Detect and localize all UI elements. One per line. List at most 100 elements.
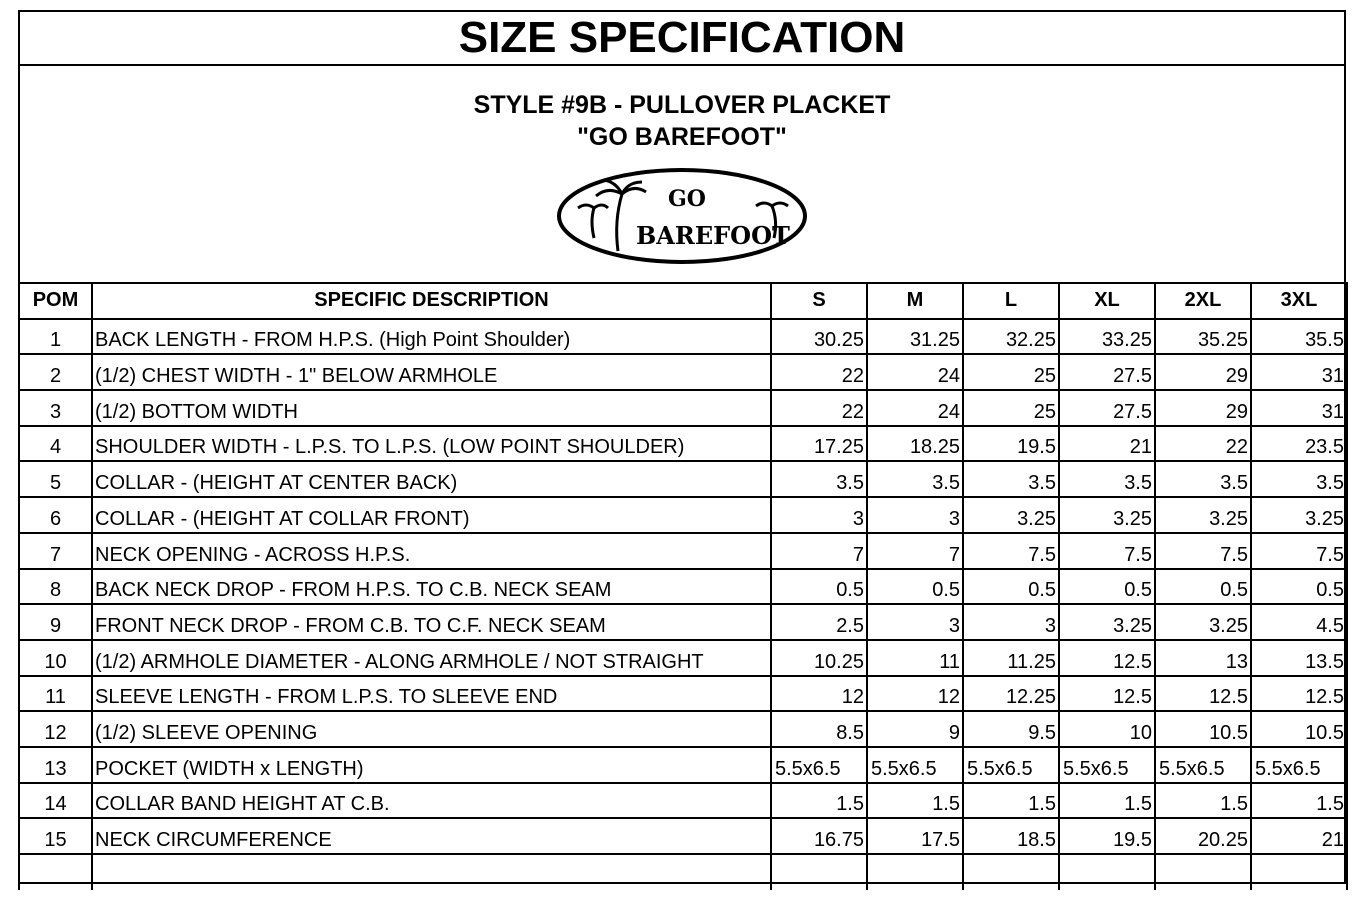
size-value-cell: 7.5 xyxy=(1058,531,1156,570)
pom-cell: 14 xyxy=(18,781,93,820)
pom-cell xyxy=(18,853,93,890)
description-cell: (1/2) SLEEVE OPENING xyxy=(91,710,772,748)
size-value-cell: 27.5 xyxy=(1058,353,1156,392)
size-value-cell xyxy=(866,853,964,890)
size-value-cell: 11 xyxy=(866,638,964,677)
size-value-cell: 10 xyxy=(1058,710,1156,748)
size-value-cell: 9.5 xyxy=(962,710,1060,748)
size-value-cell: 13.5 xyxy=(1250,638,1348,677)
size-value-cell xyxy=(962,853,1060,890)
table-row: 1 BACK LENGTH - FROM H.P.S. (High Point S… xyxy=(18,317,1348,356)
size-value-cell: 7.5 xyxy=(962,531,1060,570)
pom-cell: 12 xyxy=(18,710,93,748)
size-value-cell: 25 xyxy=(962,353,1060,392)
size-value-cell: 10.25 xyxy=(770,638,868,677)
size-value-cell: 17.5 xyxy=(866,817,964,855)
column-header: XL xyxy=(1058,282,1156,320)
size-value-cell: 29 xyxy=(1154,353,1252,392)
size-value-cell: 2.5 xyxy=(770,603,868,641)
size-value-cell: 5.5x6.5 xyxy=(866,745,964,784)
size-value-cell: 25 xyxy=(962,389,1060,427)
size-value-cell: 3 xyxy=(866,496,964,534)
table-row: 6 COLLAR - (HEIGHT AT COLLAR FRONT) 3 3 3.25… xyxy=(18,496,1348,534)
size-value-cell: 22 xyxy=(770,353,868,392)
size-value-cell: 30.25 xyxy=(770,317,868,356)
style-name: "GO BAREFOOT" xyxy=(577,123,787,151)
description-cell xyxy=(91,853,772,890)
style-number: STYLE #9B - PULLOVER PLACKET xyxy=(473,91,891,119)
size-value-cell: 0.5 xyxy=(770,567,868,606)
size-value-cell: 12 xyxy=(866,674,964,713)
size-value-cell xyxy=(1058,853,1156,890)
size-value-cell: 16.75 xyxy=(770,817,868,855)
description-cell: COLLAR BAND HEIGHT AT C.B. xyxy=(91,781,772,820)
size-value-cell: 13 xyxy=(1154,638,1252,677)
size-value-cell: 3.5 xyxy=(1154,460,1252,499)
size-value-cell: 1.5 xyxy=(866,781,964,820)
size-value-cell: 7.5 xyxy=(1154,531,1252,570)
table-row: 4 SHOULDER WIDTH - L.P.S. TO L.P.S. (LOW … xyxy=(18,424,1348,463)
size-spec-sheet: SIZE SPECIFICATION STYLE #9B - PULLOVER … xyxy=(18,10,1348,890)
size-value-cell: 3.25 xyxy=(1154,603,1252,641)
size-value-cell: 22 xyxy=(770,389,868,427)
pom-cell: 4 xyxy=(18,424,93,463)
size-value-cell: 5.5x6.5 xyxy=(1058,745,1156,784)
size-value-cell: 19.5 xyxy=(1058,817,1156,855)
size-value-cell: 5.5x6.5 xyxy=(962,745,1060,784)
pom-cell: 11 xyxy=(18,674,93,713)
size-value-cell: 24 xyxy=(866,353,964,392)
size-value-cell: 1.5 xyxy=(962,781,1060,820)
page-title: SIZE SPECIFICATION xyxy=(20,12,1344,66)
pom-cell: 13 xyxy=(18,745,93,784)
palm-tree-icon xyxy=(577,178,789,252)
table-row: 2 (1/2) CHEST WIDTH - 1" BELOW ARMHOLE 22 2… xyxy=(18,353,1348,392)
size-value-cell: 3.5 xyxy=(770,460,868,499)
pom-cell: 2 xyxy=(18,353,93,392)
column-header: SPECIFIC DESCRIPTION xyxy=(91,282,772,320)
description-cell: (1/2) CHEST WIDTH - 1" BELOW ARMHOLE xyxy=(91,353,772,392)
style-header: STYLE #9B - PULLOVER PLACKET "GO BAREFOO… xyxy=(20,66,1344,282)
size-value-cell: 10.5 xyxy=(1250,710,1348,748)
size-value-cell: 7.5 xyxy=(1250,531,1348,570)
size-value-cell: 32.25 xyxy=(962,317,1060,356)
size-value-cell: 3.5 xyxy=(1250,460,1348,499)
table-row: 10 (1/2) ARMHOLE DIAMETER - ALONG ARMHOLE… xyxy=(18,638,1348,677)
size-value-cell: 20.25 xyxy=(1154,817,1252,855)
size-value-cell: 5.5x6.5 xyxy=(770,745,868,784)
size-value-cell: 18.25 xyxy=(866,424,964,463)
size-value-cell: 17.25 xyxy=(770,424,868,463)
description-cell: COLLAR - (HEIGHT AT COLLAR FRONT) xyxy=(91,496,772,534)
pom-cell: 8 xyxy=(18,567,93,606)
size-value-cell: 4.5 xyxy=(1250,603,1348,641)
size-value-cell: 24 xyxy=(866,389,964,427)
size-value-cell xyxy=(770,853,868,890)
size-value-cell: 0.5 xyxy=(1154,567,1252,606)
table-row: 5 COLLAR - (HEIGHT AT CENTER BACK) 3.5 3.5 3… xyxy=(18,460,1348,499)
size-value-cell: 9 xyxy=(866,710,964,748)
size-value-cell: 3.25 xyxy=(1250,496,1348,534)
size-value-cell: 3.25 xyxy=(1154,496,1252,534)
size-value-cell: 23.5 xyxy=(1250,424,1348,463)
size-value-cell: 1.5 xyxy=(1154,781,1252,820)
size-value-cell: 31.25 xyxy=(866,317,964,356)
description-cell: COLLAR - (HEIGHT AT CENTER BACK) xyxy=(91,460,772,499)
size-value-cell: 27.5 xyxy=(1058,389,1156,427)
description-cell: BACK LENGTH - FROM H.P.S. (High Point Sh… xyxy=(91,317,772,356)
size-value-cell: 0.5 xyxy=(1250,567,1348,606)
column-header: M xyxy=(866,282,964,320)
size-value-cell: 1.5 xyxy=(1250,781,1348,820)
size-value-cell: 11.25 xyxy=(962,638,1060,677)
spec-table: POM SPECIFIC DESCRIPTION S M L XL 2XL 3XL 1 BACK… xyxy=(18,282,1348,890)
column-header: 2XL xyxy=(1154,282,1252,320)
size-value-cell: 8.5 xyxy=(770,710,868,748)
size-value-cell: 5.5x6.5 xyxy=(1154,745,1252,784)
description-cell: NECK CIRCUMFERENCE xyxy=(91,817,772,855)
size-value-cell: 3 xyxy=(866,603,964,641)
table-row: 15 NECK CIRCUMFERENCE 16.75 17.5 18.5 19.5 20.… xyxy=(18,817,1348,855)
size-value-cell: 18.5 xyxy=(962,817,1060,855)
description-cell: BACK NECK DROP - FROM H.P.S. TO C.B. NEC… xyxy=(91,567,772,606)
pom-cell: 6 xyxy=(18,496,93,534)
table-row: 12 (1/2) SLEEVE OPENING 8.5 9 9.5 10 10.5 10.5 xyxy=(18,710,1348,748)
logo-text-go: GO xyxy=(668,186,706,212)
pom-cell: 7 xyxy=(18,531,93,570)
